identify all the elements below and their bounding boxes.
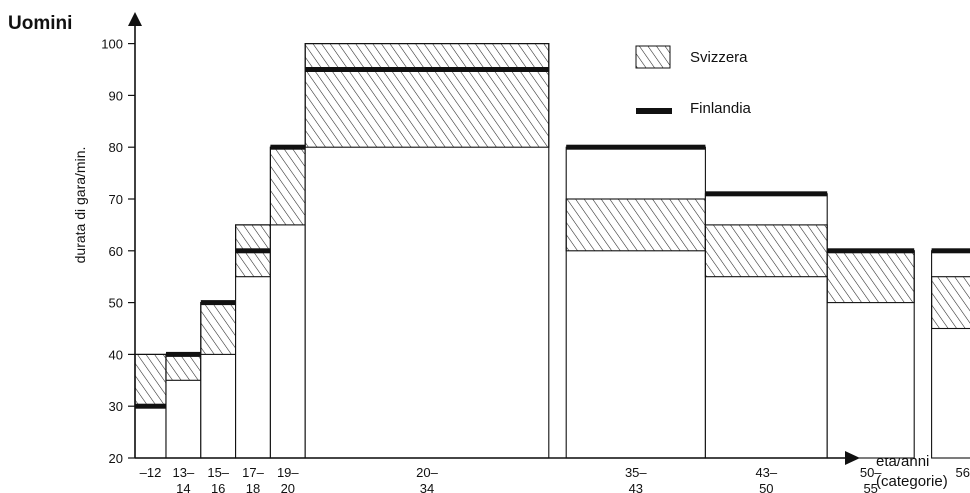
- x-axis-label-line-2: (categorie): [876, 473, 948, 490]
- x-tick-label-3-1: 18: [246, 481, 260, 493]
- y-tick-label-50: 50: [109, 296, 123, 311]
- y-tick-label-100: 100: [101, 37, 123, 52]
- legend-label-finlandia: Finlandia: [690, 100, 752, 117]
- legend-swatch-finlandia: [636, 108, 672, 114]
- finlandia-level-3: [235, 248, 271, 254]
- x-tick-label-4-1: 20: [281, 481, 295, 493]
- svizzera-range-0: [134, 353, 167, 407]
- legend-swatch-svizzera: [635, 45, 671, 69]
- finlandia-level-8: [827, 248, 915, 254]
- x-tick-label-8-0: 50–: [860, 465, 882, 480]
- y-tick-label-40: 40: [109, 347, 123, 362]
- x-tick-label-9-0: 56–: [956, 465, 970, 480]
- y-tick-label-60: 60: [109, 244, 123, 259]
- bars-layer: [134, 43, 970, 459]
- finlandia-level-6: [566, 144, 706, 150]
- finlandia-level-7: [705, 191, 828, 197]
- y-tick-label-70: 70: [109, 192, 123, 207]
- finlandia-level-5: [305, 67, 549, 72]
- legend: Svizzera Finlandia: [635, 45, 752, 117]
- finlandia-level-9: [931, 248, 970, 254]
- y-axis-ticks: 20 30 40 50 60 70 80 90 100: [101, 37, 135, 466]
- x-tick-label-8-1: 55: [863, 481, 877, 493]
- x-tick-label-0-0: –12: [140, 465, 162, 480]
- chart-title: Uomini: [8, 13, 72, 34]
- x-tick-label-6-1: 43: [629, 481, 643, 493]
- x-axis-ticks: –12 13–14 15–16 17–18 19–20 20–34 35–43 43–50 50…: [140, 465, 970, 493]
- x-tick-label-1-0: 13–: [173, 465, 195, 480]
- svizzera-range-9: [931, 276, 970, 330]
- finlandia-level-4: [270, 144, 306, 150]
- y-tick-label-30: 30: [109, 399, 123, 414]
- x-tick-label-1-1: 14: [176, 481, 190, 493]
- svizzera-range-2: [200, 302, 237, 355]
- legend-label-svizzera: Svizzera: [690, 49, 748, 66]
- svizzera-range-8: [826, 250, 915, 304]
- x-tick-label-4-0: 19–: [277, 465, 299, 480]
- y-axis-arrow: [128, 12, 142, 26]
- svizzera-range-4: [269, 146, 306, 226]
- finlandia-level-1: [166, 351, 201, 357]
- finlandia-level-2: [200, 300, 236, 306]
- axes: [128, 12, 860, 465]
- svizzera-range-7: [704, 224, 828, 278]
- x-tick-label-3-0: 17–: [242, 465, 264, 480]
- x-tick-label-2-1: 16: [211, 481, 225, 493]
- category-bar-6: [565, 146, 706, 459]
- svizzera-range-1: [165, 353, 202, 381]
- x-tick-label-5-1: 34: [420, 481, 434, 493]
- y-tick-label-20: 20: [109, 451, 123, 466]
- x-tick-label-6-0: 35–: [625, 465, 647, 480]
- svizzera-range-5: [304, 43, 550, 148]
- y-tick-label-90: 90: [109, 88, 123, 103]
- x-tick-label-5-0: 20–: [416, 465, 438, 480]
- x-tick-label-7-0: 43–: [755, 465, 777, 480]
- x-axis-arrow: [845, 451, 860, 465]
- svizzera-range-6: [565, 198, 706, 252]
- x-tick-label-2-0: 15–: [207, 465, 229, 480]
- finlandia-level-0: [135, 403, 166, 409]
- y-tick-label-80: 80: [109, 140, 123, 155]
- y-axis-label: durata di gara/min.: [72, 147, 88, 264]
- x-tick-label-7-1: 50: [759, 481, 773, 493]
